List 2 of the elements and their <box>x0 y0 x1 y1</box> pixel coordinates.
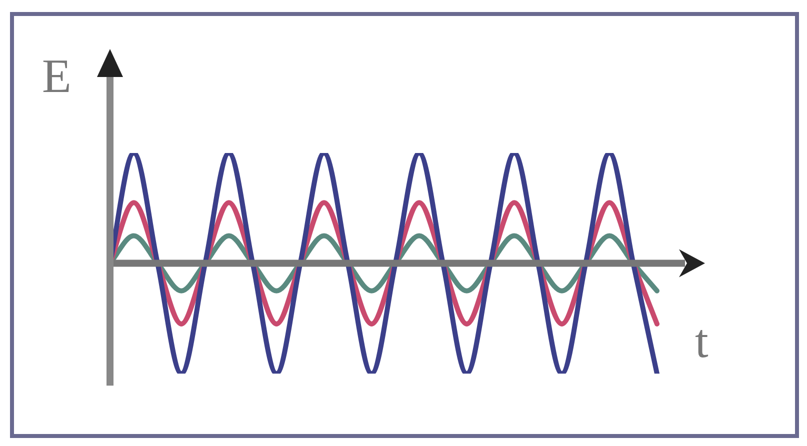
y-axis-title: E <box>42 50 72 103</box>
x-axis-title: t <box>695 315 708 368</box>
